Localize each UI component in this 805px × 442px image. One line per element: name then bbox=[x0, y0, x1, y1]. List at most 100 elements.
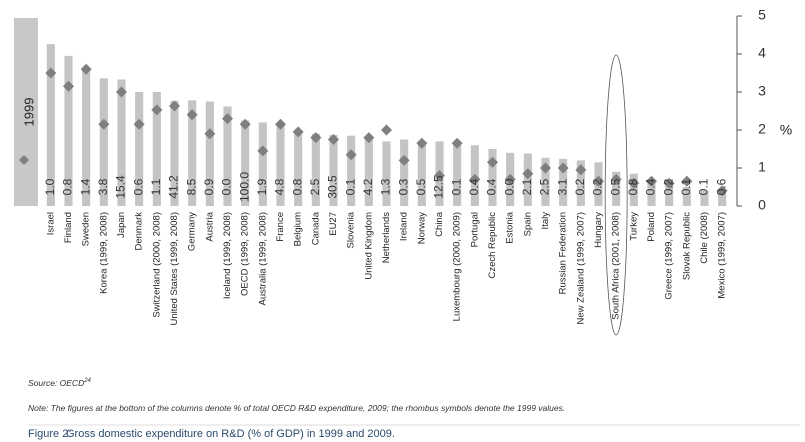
share-label: 0.3 bbox=[396, 178, 410, 195]
share-label: 0.0 bbox=[502, 178, 516, 195]
share-label: 1.1 bbox=[149, 178, 163, 195]
share-label: 0.1 bbox=[679, 178, 693, 195]
diamond-marker bbox=[275, 118, 286, 130]
bar bbox=[700, 190, 709, 206]
source: Source: OECD24 bbox=[28, 378, 92, 388]
bar bbox=[718, 191, 727, 206]
diamond-marker bbox=[45, 67, 57, 79]
figure-label: Figure 2: bbox=[28, 428, 71, 440]
x-tick-label: Estonia bbox=[505, 211, 516, 243]
x-tick-label: United States (1999, 2008) bbox=[169, 212, 180, 326]
diamond-marker bbox=[363, 132, 375, 144]
note: Note: The figures at the bottom of the c… bbox=[28, 403, 565, 413]
x-tick-label: Canada bbox=[310, 211, 321, 245]
x-tick-label: Spain bbox=[522, 212, 533, 236]
share-label: 100.0 bbox=[237, 172, 251, 202]
share-label: 0.2 bbox=[573, 178, 587, 195]
share-label: 0.2 bbox=[661, 178, 675, 195]
diamond-marker bbox=[557, 162, 569, 174]
bar bbox=[576, 160, 585, 206]
bar bbox=[258, 122, 267, 206]
diamond-marker bbox=[487, 156, 498, 168]
x-tick-label: United Kingdom bbox=[363, 212, 374, 280]
diamond-marker bbox=[328, 134, 339, 145]
bar bbox=[453, 145, 462, 206]
x-tick-label: Mexico (1999, 2007) bbox=[717, 212, 728, 299]
bar bbox=[329, 134, 338, 206]
bar bbox=[364, 137, 373, 206]
x-tick-label: Slovak Republic bbox=[681, 212, 692, 280]
share-label: 1.9 bbox=[255, 178, 269, 195]
share-label: 41.2 bbox=[167, 175, 181, 199]
bar bbox=[205, 101, 214, 206]
share-label: 0.5 bbox=[608, 178, 622, 195]
x-tick-label: Russian Federation bbox=[558, 212, 569, 294]
diamond-marker bbox=[681, 175, 693, 187]
x-tick-label: Netherlands bbox=[381, 212, 392, 263]
legend-marker bbox=[19, 155, 29, 165]
share-label: 12.5 bbox=[432, 175, 446, 199]
share-label: 8.5 bbox=[184, 178, 198, 195]
x-tick-label: Israel bbox=[45, 212, 56, 235]
share-label: 0.1 bbox=[343, 178, 357, 195]
bar bbox=[647, 179, 656, 206]
diamond-marker bbox=[98, 118, 110, 130]
diamond-marker bbox=[186, 109, 198, 121]
x-tick-label: Hungary bbox=[593, 212, 604, 248]
x-tick-label: Portugal bbox=[469, 212, 480, 247]
bar bbox=[223, 106, 232, 206]
x-tick-label: Germany bbox=[187, 212, 198, 251]
x-tick-label: France bbox=[275, 212, 286, 242]
bar bbox=[135, 92, 144, 206]
bar bbox=[170, 100, 179, 206]
x-tick-label: Italy bbox=[540, 212, 551, 230]
x-tick-label: Czech Republic bbox=[487, 212, 498, 279]
bar bbox=[152, 92, 161, 206]
diamond-marker bbox=[222, 113, 233, 125]
x-tick-label: South Africa (2001, 2008) bbox=[611, 212, 622, 320]
x-tick-label: Japan bbox=[116, 212, 127, 238]
x-tick-label: Australia (1999, 2008) bbox=[257, 212, 268, 305]
diamond-marker bbox=[504, 173, 516, 185]
share-label: 0.0 bbox=[220, 178, 234, 195]
share-label: 0.2 bbox=[591, 178, 605, 195]
share-label: 2.5 bbox=[538, 178, 552, 195]
bar bbox=[559, 158, 568, 206]
diamond-marker bbox=[345, 149, 357, 161]
diamond-marker bbox=[628, 177, 640, 189]
x-tick-label: China bbox=[434, 211, 445, 237]
share-label: 0.4 bbox=[485, 178, 499, 195]
x-tick-label: Sweden bbox=[81, 212, 92, 246]
x-tick-label: Turkey bbox=[628, 212, 639, 241]
bar bbox=[347, 135, 356, 206]
legend-box bbox=[14, 18, 38, 206]
share-label: 3.1 bbox=[555, 178, 569, 195]
share-label: 0.1 bbox=[697, 178, 711, 195]
diamond-marker bbox=[381, 124, 392, 136]
share-label: 0.9 bbox=[202, 178, 216, 195]
diamond-marker bbox=[292, 126, 304, 138]
caption: Gross domestic expenditure on R&D (% of … bbox=[66, 428, 395, 440]
bar bbox=[665, 183, 674, 206]
diamond-marker bbox=[469, 173, 481, 185]
bar bbox=[276, 126, 285, 206]
diamond-marker bbox=[540, 162, 551, 174]
x-tick-label: OECD (1999, 2008) bbox=[240, 212, 251, 296]
bar bbox=[82, 68, 91, 206]
bar bbox=[64, 55, 73, 207]
diamond-marker bbox=[133, 118, 145, 130]
x-tick-label: Poland bbox=[646, 212, 657, 242]
x-tick-label: Denmark bbox=[134, 212, 145, 251]
bar bbox=[523, 153, 532, 206]
diamond-marker bbox=[610, 173, 622, 185]
share-label: 3.8 bbox=[96, 178, 110, 195]
bar bbox=[541, 157, 550, 206]
bar bbox=[417, 141, 426, 206]
x-tick-label: Luxembourg (2000, 2009) bbox=[452, 212, 463, 321]
share-label: 0.1 bbox=[449, 178, 463, 195]
x-tick-label: Korea (1999, 2008) bbox=[98, 212, 109, 294]
share-label: 0.4 bbox=[644, 178, 658, 195]
x-tick-label: Greece (1999, 2007) bbox=[664, 212, 675, 300]
highlight-ellipse bbox=[604, 54, 628, 336]
x-tick-label: Norway bbox=[416, 212, 427, 244]
